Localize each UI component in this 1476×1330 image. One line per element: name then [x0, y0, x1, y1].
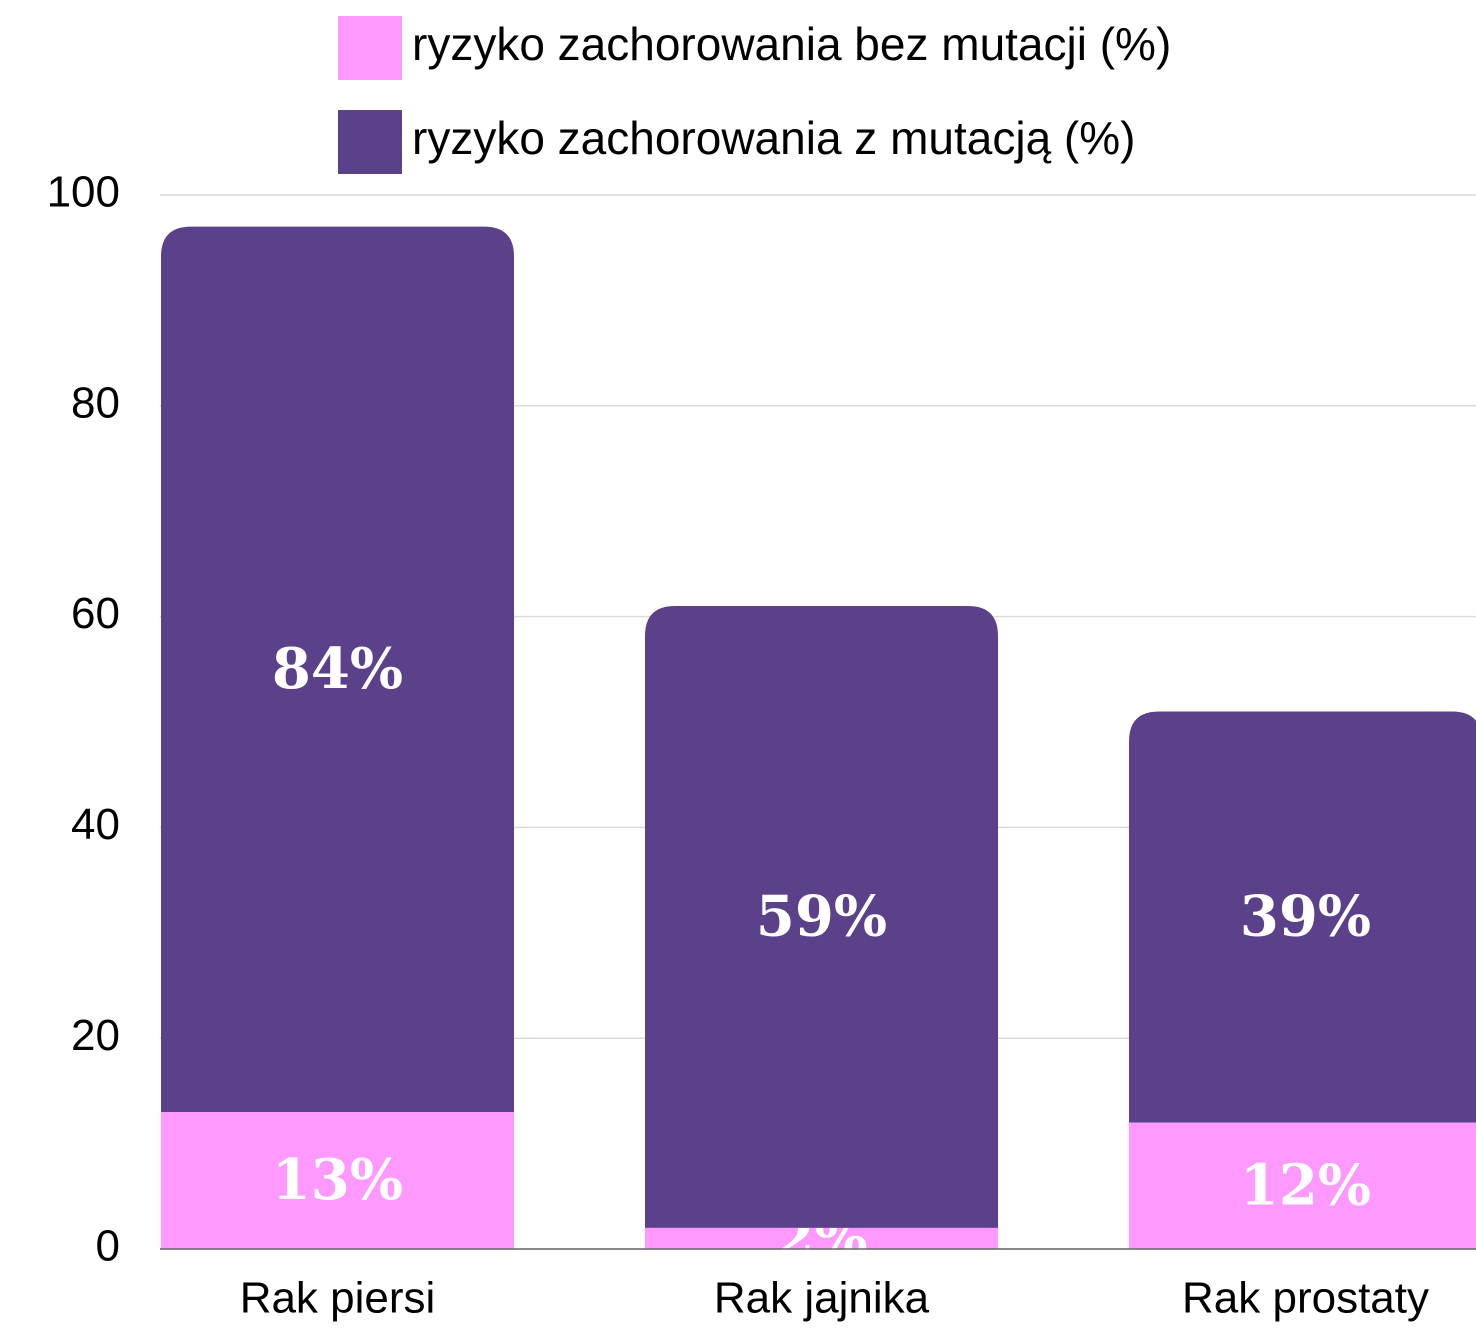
x-tick-label: Rak jajnika: [714, 1274, 930, 1323]
value-label: 12%: [1240, 1152, 1371, 1218]
legend-label: ryzyko zachorowania z mutacją (%): [412, 112, 1135, 164]
y-tick-label: 100: [47, 168, 120, 217]
bar-segment: [161, 1111, 514, 1249]
bar-segment: [645, 1227, 998, 1249]
y-tick-label: 20: [71, 1011, 120, 1060]
x-tick-label: Rak prostaty: [1182, 1274, 1429, 1323]
value-label: 59%: [756, 884, 887, 950]
y-tick-label: 0: [96, 1222, 120, 1271]
legend-swatch: [338, 110, 402, 174]
value-label: 39%: [1240, 884, 1371, 950]
y-tick-label: 40: [71, 800, 120, 849]
x-tick-label: Rak piersi: [240, 1274, 436, 1323]
legend-swatch: [338, 16, 402, 80]
value-label: 13%: [272, 1147, 403, 1213]
legend-label: ryzyko zachorowania bez mutacji (%): [412, 18, 1171, 70]
bar-segment: [161, 226, 514, 1112]
bar-segment: [1129, 711, 1476, 1123]
y-tick-label: 80: [71, 378, 120, 427]
value-label: 84%: [272, 636, 403, 702]
bar-segment: [645, 606, 998, 1228]
y-tick-label: 60: [71, 589, 120, 638]
bar-segment: [1129, 1122, 1476, 1249]
